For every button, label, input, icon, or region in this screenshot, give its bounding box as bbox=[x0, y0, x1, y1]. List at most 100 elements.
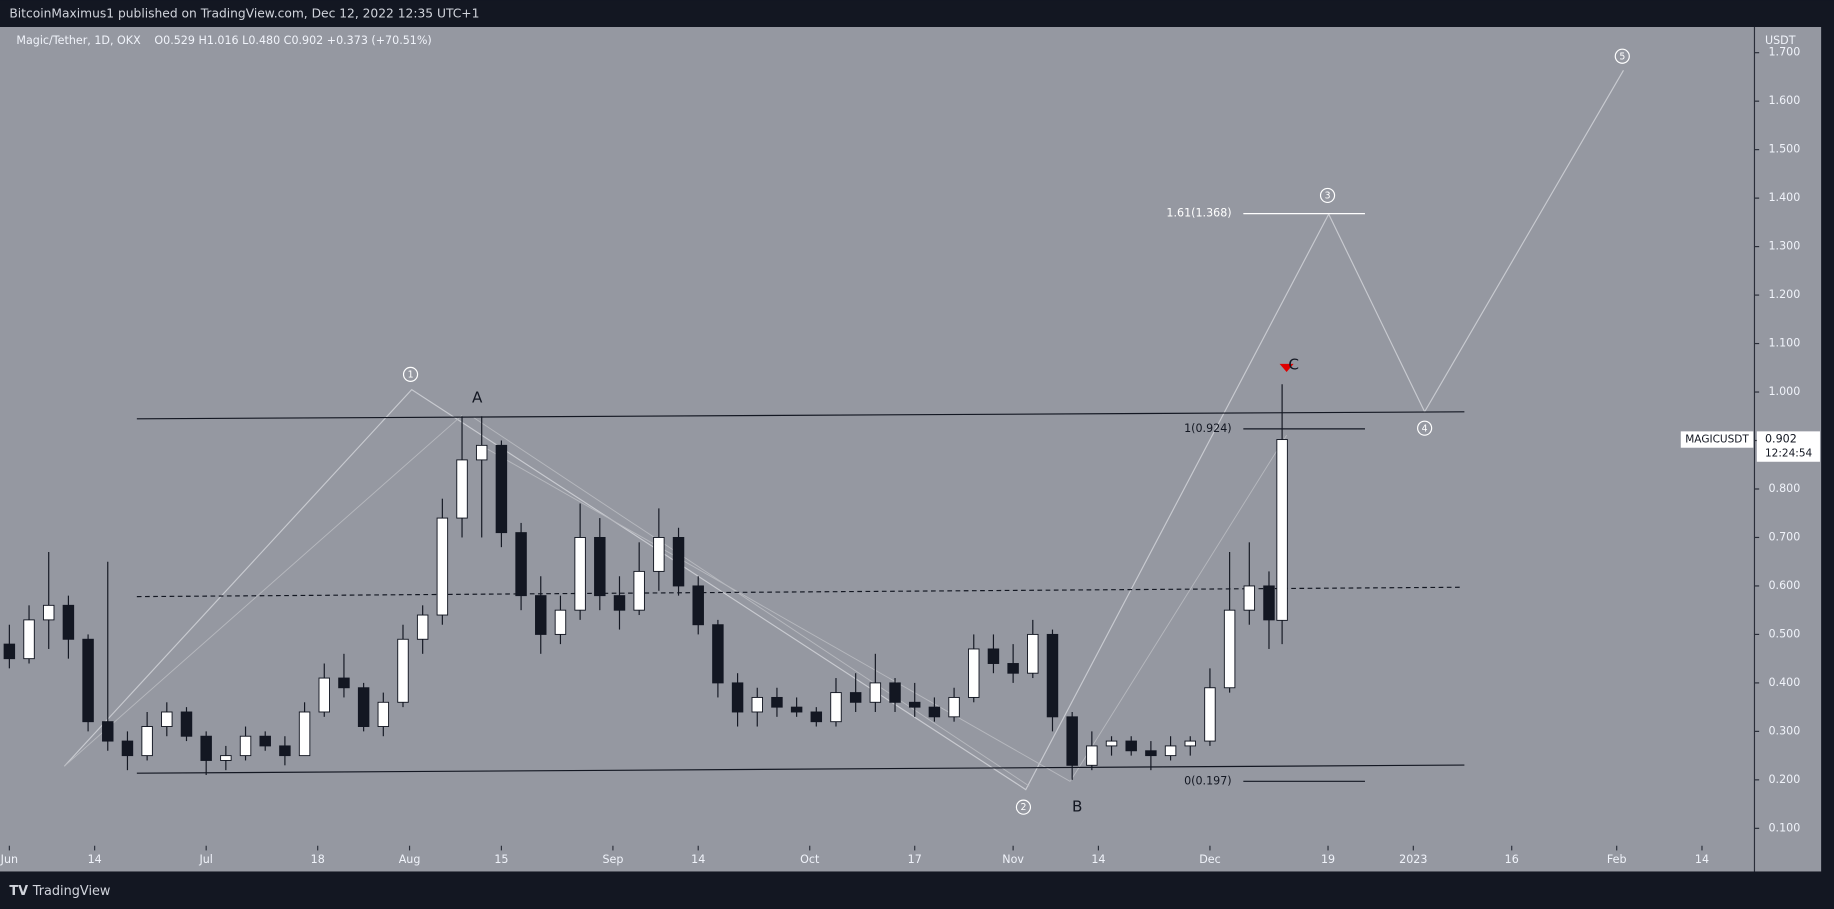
x-tick-label: Jun bbox=[0, 853, 18, 866]
candle-body bbox=[810, 711, 823, 723]
channel-line bbox=[479, 444, 1071, 782]
candle-body bbox=[42, 604, 55, 621]
candle-body bbox=[790, 706, 803, 713]
wave-marker bbox=[1319, 187, 1336, 204]
x-tick-label: Sep bbox=[602, 853, 623, 866]
y-tick-label: 0.100 bbox=[1769, 821, 1801, 834]
y-tick-label: 0.700 bbox=[1769, 530, 1801, 543]
candle-body bbox=[1105, 740, 1118, 747]
candle-body bbox=[869, 682, 882, 703]
y-tick-label: 1.300 bbox=[1769, 240, 1801, 253]
y-tick-label: 1.100 bbox=[1769, 337, 1801, 350]
candle-body bbox=[1086, 745, 1098, 766]
symbol-tag-label: MAGICUSDT bbox=[1685, 434, 1749, 446]
fib-label: 1.61(1.368) bbox=[1166, 207, 1231, 220]
y-tick-label: 0.200 bbox=[1769, 773, 1801, 786]
ohlc-legend: O0.529 H1.016 L0.480 C0.902 +0.373 (+70.… bbox=[154, 34, 431, 47]
candle-body bbox=[1164, 745, 1177, 757]
y-tick-label: 0.600 bbox=[1769, 579, 1801, 592]
candle-body bbox=[574, 536, 586, 611]
candle-body bbox=[830, 692, 842, 723]
candle-body bbox=[1243, 585, 1256, 611]
resistance-line bbox=[136, 411, 1465, 420]
candle-body bbox=[475, 444, 488, 461]
candle-body bbox=[377, 701, 390, 727]
candle-body bbox=[1263, 585, 1275, 621]
candle-body bbox=[594, 536, 606, 597]
candle-body bbox=[200, 735, 212, 761]
candle-body bbox=[731, 682, 744, 713]
candle-body bbox=[1066, 716, 1078, 766]
candle-body bbox=[712, 624, 724, 684]
symbol-title: Magic/Tether, 1D, OKX bbox=[16, 34, 141, 47]
symbol-tag bbox=[1680, 431, 1754, 448]
candle-body bbox=[279, 745, 291, 757]
candle-body bbox=[751, 696, 763, 713]
candle-body bbox=[1276, 439, 1288, 621]
y-tick-label: 1.600 bbox=[1769, 94, 1801, 107]
candle-body bbox=[771, 696, 783, 708]
footer-logo: TV TradingView bbox=[9, 884, 110, 899]
candle-body bbox=[633, 570, 645, 611]
support-line bbox=[136, 764, 1465, 774]
x-tick-label: 19 bbox=[1321, 853, 1335, 866]
y-tick-label: 0.400 bbox=[1769, 676, 1801, 689]
y-tick-label: 1.400 bbox=[1769, 191, 1801, 204]
candle-body bbox=[416, 614, 429, 640]
candle-body bbox=[318, 677, 330, 713]
candle-body bbox=[1125, 740, 1137, 752]
wave-label: C bbox=[1288, 356, 1299, 374]
wave-marker bbox=[402, 366, 419, 382]
logo-mark: TV bbox=[9, 884, 28, 899]
y-tick-label: 0.800 bbox=[1769, 482, 1801, 495]
fib-label: 1(0.924) bbox=[1184, 422, 1232, 435]
plot-area bbox=[0, 26, 1822, 872]
candle-body bbox=[102, 721, 114, 742]
x-tick-label: 17 bbox=[908, 853, 922, 866]
x-tick-label: 2023 bbox=[1399, 853, 1427, 866]
candle-body bbox=[397, 638, 409, 703]
y-tick-label: 0.300 bbox=[1769, 724, 1801, 737]
x-tick-label: 14 bbox=[1695, 853, 1709, 866]
candle-body bbox=[554, 609, 567, 635]
candle-body bbox=[1184, 740, 1196, 747]
y-tick-label: 0.500 bbox=[1769, 627, 1801, 640]
candle-body bbox=[653, 536, 665, 572]
candle-body bbox=[357, 687, 370, 727]
x-tick-label: Dec bbox=[1199, 853, 1221, 866]
candle-body bbox=[889, 682, 901, 703]
candle-body bbox=[161, 711, 173, 727]
x-tick-label: 14 bbox=[691, 853, 705, 866]
publisher: BitcoinMaximus1 published on TradingView… bbox=[9, 7, 479, 21]
price-tag-countdown: 12:24:54 bbox=[1765, 448, 1813, 460]
channel-line bbox=[473, 417, 1030, 787]
x-tick-label: Feb bbox=[1607, 853, 1627, 866]
candle-body bbox=[338, 677, 350, 689]
x-tick-label: Nov bbox=[1002, 853, 1024, 866]
candle-body bbox=[908, 701, 921, 708]
wave-label: A bbox=[472, 388, 483, 406]
y-tick-label: 1.700 bbox=[1769, 46, 1801, 59]
candle-body bbox=[141, 726, 153, 757]
wave-label: 1 bbox=[408, 369, 414, 380]
candle-body bbox=[436, 517, 449, 616]
wave-marker bbox=[1614, 48, 1630, 64]
candle-body bbox=[1007, 663, 1019, 674]
fib-label: 0(0.197) bbox=[1184, 774, 1232, 787]
wave-label: 3 bbox=[1325, 191, 1331, 202]
price-tag-value: 0.902 bbox=[1765, 433, 1797, 446]
candle-body bbox=[259, 735, 271, 747]
candle-body bbox=[82, 638, 94, 723]
candle-body bbox=[1046, 633, 1059, 718]
wave-label: B bbox=[1072, 798, 1082, 816]
candle-body bbox=[672, 536, 685, 587]
wave-label: 2 bbox=[1020, 802, 1026, 813]
candle-body bbox=[23, 619, 35, 660]
price-scale-unit: USDT bbox=[1765, 34, 1796, 47]
wave-marker bbox=[1417, 420, 1433, 436]
candle-body bbox=[515, 532, 527, 597]
candle-body bbox=[849, 692, 862, 703]
wave-path bbox=[63, 69, 1624, 791]
candle-body bbox=[928, 706, 941, 718]
